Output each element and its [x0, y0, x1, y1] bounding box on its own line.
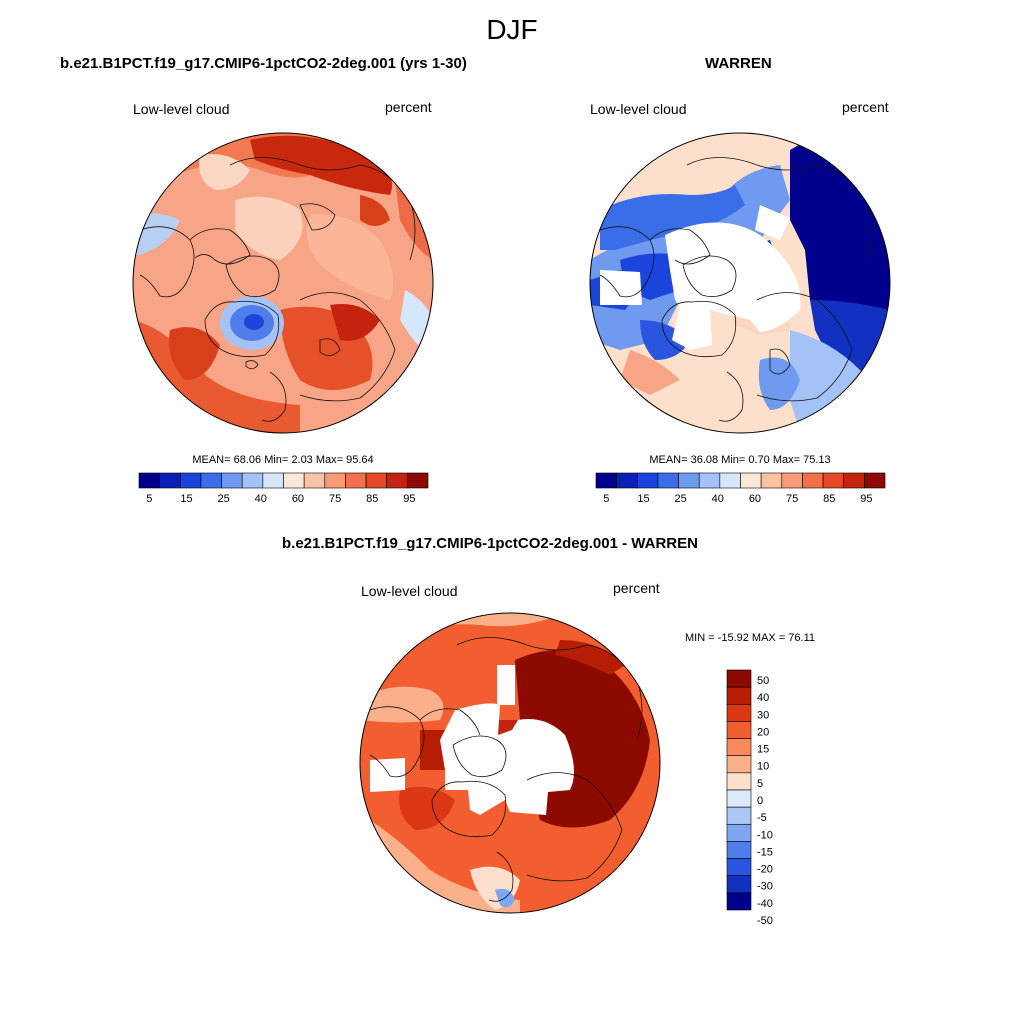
- colorbar-tick-label: 30: [757, 709, 769, 721]
- colorbar-swatch: [719, 472, 741, 489]
- colorbar-swatch: [726, 858, 752, 877]
- colorbar-tick-label: 95: [860, 493, 872, 505]
- colorbar-swatch: [386, 472, 408, 489]
- colorbar-swatch: [678, 472, 700, 489]
- colorbar-swatch: [324, 472, 346, 489]
- colorbar-swatch: [726, 738, 752, 757]
- colorbar-swatch: [726, 841, 752, 859]
- colorbar-tick-label: -10: [757, 829, 773, 841]
- figure-title: DJF: [486, 14, 538, 45]
- colorbar-tick-label: -5: [757, 812, 767, 824]
- colorbar-tick-label: 5: [603, 493, 609, 505]
- panel2-stats: MEAN= 36.08 Min= 0.70 Max= 75.13: [649, 454, 830, 466]
- colorbar-tick-label: 85: [366, 493, 378, 505]
- colorbar-tick-label: -30: [757, 881, 773, 893]
- panel2-units-label: percent: [842, 99, 889, 115]
- colorbar-swatch: [221, 472, 243, 489]
- colorbar-swatch: [159, 472, 181, 489]
- panel1-title: b.e21.B1PCT.f19_g17.CMIP6-1pctCO2-2deg.0…: [60, 55, 467, 72]
- colorbar-swatch: [345, 472, 367, 489]
- colorbar-swatch: [726, 892, 752, 911]
- colorbar-swatch: [698, 472, 721, 489]
- panel3-title: b.e21.B1PCT.f19_g17.CMIP6-1pctCO2-2deg.0…: [282, 535, 698, 552]
- colorbar-swatch: [726, 703, 752, 722]
- colorbar-swatch: [636, 472, 659, 489]
- colorbar-swatch: [726, 806, 752, 825]
- colorbar-swatch: [726, 721, 752, 739]
- colorbar-tick-label: 0: [757, 795, 763, 807]
- map-panel3: [359, 612, 661, 914]
- colorbar-swatch: [726, 772, 752, 791]
- colorbar-swatch: [138, 472, 160, 489]
- colorbar-tick-label: 5: [146, 493, 152, 505]
- colorbar-swatch: [726, 789, 752, 808]
- colorbar-tick-label: 15: [180, 493, 192, 505]
- colorbar-tick-label: 95: [403, 493, 415, 505]
- colorbar-swatch: [616, 472, 638, 489]
- colorbar-swatch: [726, 755, 752, 774]
- colorbar-tick-label: 85: [823, 493, 835, 505]
- colorbar-tick-label: 5: [757, 778, 763, 790]
- colorbar-swatch: [179, 472, 202, 489]
- colorbar-swatch: [407, 472, 429, 489]
- colorbar-tick-label: -15: [757, 846, 773, 858]
- colorbar-tick-label: 75: [786, 493, 798, 505]
- colorbar-swatch: [303, 472, 326, 489]
- colorbar-swatch: [200, 472, 222, 489]
- colorbar-tick-label: 15: [757, 744, 769, 756]
- colorbar-swatch: [726, 686, 752, 705]
- colorbar-tick-label: 60: [292, 493, 304, 505]
- colorbar-tick-label: 50: [757, 675, 769, 687]
- panel1-variable-label: Low-level cloud: [133, 101, 230, 117]
- colorbar-tick-label: 75: [329, 493, 341, 505]
- colorbar-swatch: [822, 472, 845, 489]
- colorbar-swatch: [802, 472, 824, 489]
- panel3-variable-label: Low-level cloud: [361, 583, 458, 599]
- colorbar-swatch: [781, 472, 803, 489]
- colorbar-tick-label: -40: [757, 898, 773, 910]
- colorbar-swatch: [262, 472, 284, 489]
- colorbar-tick-label: 40: [712, 493, 724, 505]
- colorbar-tick-label: 40: [255, 493, 267, 505]
- colorbar-tick-label: 15: [637, 493, 649, 505]
- colorbar-swatch: [726, 669, 752, 688]
- colorbar-tick-label: 40: [757, 692, 769, 704]
- panel1-colorbar: 5 15 25 40 60 75 85 95: [138, 472, 429, 505]
- colorbar-swatch: [241, 472, 264, 489]
- colorbar-swatch: [726, 875, 752, 894]
- colorbar-tick-label: 10: [757, 761, 769, 773]
- panel2-title: WARREN: [705, 55, 772, 72]
- colorbar-tick-label: 25: [218, 493, 230, 505]
- colorbar-swatch: [365, 472, 388, 489]
- map-panel2: [589, 132, 891, 434]
- colorbar-swatch: [726, 823, 752, 842]
- colorbar-swatch: [283, 472, 305, 489]
- map-panel1: [132, 132, 434, 434]
- colorbar-swatch: [740, 472, 762, 489]
- panel3-stats: MIN = -15.92 MAX = 76.11: [685, 632, 815, 644]
- panel2-colorbar: 5 15 25 40 60 75 85 95: [595, 472, 886, 505]
- panel1-stats: MEAN= 68.06 Min= 2.03 Max= 95.64: [192, 454, 373, 466]
- colorbar-tick-label: 25: [675, 493, 687, 505]
- panel2-variable-label: Low-level cloud: [590, 101, 687, 117]
- colorbar-tick-label: -50: [757, 915, 773, 927]
- panel3-units-label: percent: [613, 580, 660, 596]
- colorbar-swatch: [864, 472, 886, 489]
- colorbar-swatch: [595, 472, 617, 489]
- colorbar-tick-label: 60: [749, 493, 761, 505]
- colorbar-tick-label: 20: [757, 726, 769, 738]
- colorbar-swatch: [843, 472, 865, 489]
- panel1-units-label: percent: [385, 99, 432, 115]
- colorbar-swatch: [657, 472, 679, 489]
- colorbar-tick-label: -20: [757, 864, 773, 876]
- colorbar-swatch: [760, 472, 783, 489]
